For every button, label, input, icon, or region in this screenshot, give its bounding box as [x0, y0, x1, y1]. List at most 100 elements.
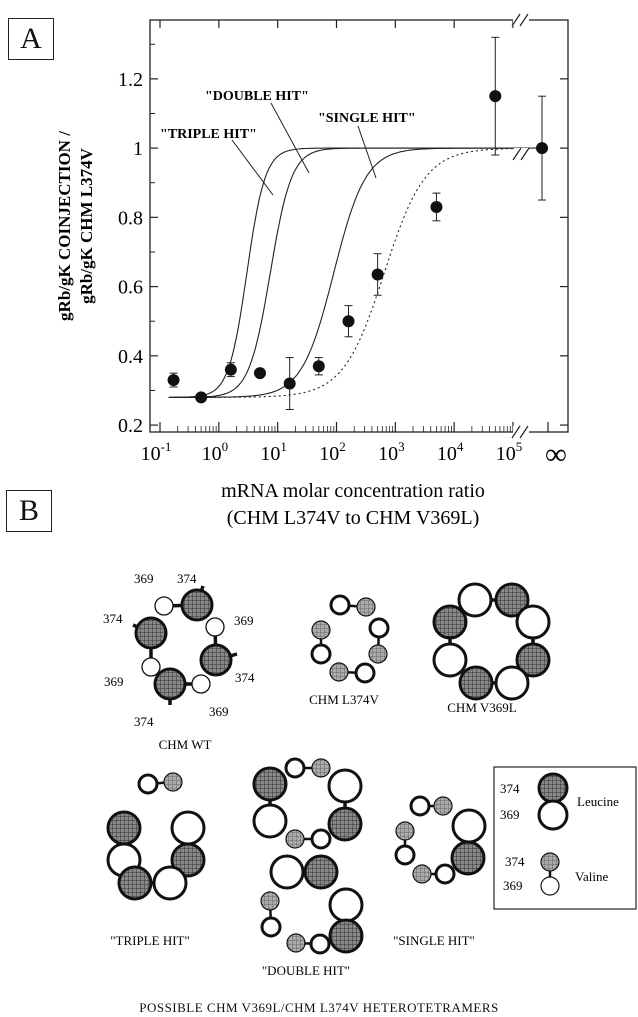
x-tick-label: 105	[496, 439, 523, 465]
open-subunit-icon	[451, 808, 487, 844]
x-axis-label-line2: (CHM L374V to CHM V369L)	[227, 507, 480, 529]
y-tick-label: 0.6	[118, 277, 143, 299]
open-subunit-icon	[432, 642, 468, 678]
hatched-subunit-icon	[106, 810, 142, 846]
open-subunit-icon	[327, 768, 363, 804]
plot-frame	[149, 19, 569, 433]
legend-leucine-label: Leucine	[577, 794, 619, 809]
open-subunit-icon	[434, 863, 456, 885]
wt-label-369-bottom: 369	[209, 704, 229, 719]
wt-title: CHM WT	[159, 737, 212, 752]
wt-label-369-top: 369	[134, 571, 154, 586]
legend-valine-label: Valine	[575, 869, 608, 884]
hatched-subunit-icon	[134, 616, 168, 650]
hatched-subunit-icon	[329, 662, 349, 682]
legend-374-valine: 374	[505, 854, 525, 869]
single-hit-title: "SINGLE HIT"	[393, 933, 475, 948]
open-subunit-icon	[284, 757, 306, 779]
x-tick-label: 10-1	[141, 439, 172, 465]
wt-label-369-left: 369	[104, 674, 124, 689]
open-subunit-icon	[409, 795, 431, 817]
axis-break-plateau	[512, 147, 530, 161]
hatched-subunit-icon	[117, 865, 153, 901]
hatched-subunit-icon	[163, 772, 183, 792]
open-subunit-icon	[329, 594, 351, 616]
wt-label-374-bottom: 374	[134, 714, 154, 729]
single-hit-label: "SINGLE HIT"	[318, 111, 416, 126]
open-subunit-icon	[269, 854, 305, 890]
data-point	[342, 315, 355, 328]
x-tick-label: 102	[319, 439, 346, 465]
wt-label-374-top: 374	[177, 571, 197, 586]
model-curve	[168, 147, 513, 398]
open-subunit-icon	[191, 674, 211, 694]
tetramer-schematics	[106, 582, 551, 955]
open-subunit-icon	[141, 657, 161, 677]
data-point	[253, 367, 266, 380]
open-subunit-icon	[368, 617, 390, 639]
open-subunit-icon	[260, 916, 282, 938]
open-subunit-icon	[170, 810, 206, 846]
wt-label-374-right: 374	[235, 670, 255, 685]
model-curve	[168, 147, 513, 398]
y-tick-label: 1	[133, 138, 143, 160]
data-point	[195, 391, 208, 404]
hatched-subunit-icon	[433, 796, 453, 816]
open-subunit-icon	[137, 773, 159, 795]
open-subunit-icon	[310, 828, 332, 850]
x-axis-label-line1: mRNA molar concentration ratio	[221, 480, 485, 502]
hatched-subunit-icon	[458, 665, 494, 701]
hatched-subunit-icon	[153, 667, 187, 701]
infinity-tick-label: ∞	[545, 438, 566, 471]
hatched-subunit-icon	[356, 597, 376, 617]
open-subunit-icon	[354, 662, 376, 684]
open-subunit-icon	[494, 665, 530, 701]
data-point	[536, 142, 548, 155]
open-subunit-icon	[205, 617, 225, 637]
y-axis-label-line2: gRb/gK CHM L374V	[77, 147, 96, 304]
open-subunit-icon	[310, 643, 332, 665]
hatched-subunit-icon	[515, 642, 551, 678]
legend-369-valine: 369	[503, 878, 523, 893]
hatched-subunit-icon	[450, 840, 486, 876]
legend: 374 369 Leucine 374 369 Valine	[493, 766, 637, 910]
data-point	[224, 363, 237, 376]
double-hit-title: "DOUBLE HIT"	[262, 963, 350, 978]
y-tick-label: 1.2	[118, 69, 143, 91]
triple-hit-title: "TRIPLE HIT"	[110, 933, 190, 948]
hatched-subunit-icon	[328, 918, 364, 954]
hatched-subunit-icon	[412, 864, 432, 884]
hatched-subunit-icon	[303, 854, 339, 890]
wt-label-374-left: 374	[103, 611, 123, 626]
hatched-subunit-icon	[311, 758, 331, 778]
hatched-subunit-icon	[395, 821, 415, 841]
hatched-subunit-icon	[180, 588, 214, 622]
wt-label-369-right: 369	[234, 613, 254, 628]
open-subunit-icon	[154, 596, 174, 616]
hatched-subunit-icon	[260, 891, 280, 911]
data-point	[283, 377, 296, 390]
model-curve	[168, 147, 513, 398]
hatched-subunit-icon	[327, 806, 363, 842]
v369l-title: CHM V369L	[447, 700, 517, 715]
legend-369-leucine: 369	[500, 807, 520, 822]
x-tick-label: 100	[202, 439, 229, 465]
open-subunit-icon	[328, 887, 364, 923]
x-tick-label: 104	[437, 439, 464, 465]
panel-b-label: B	[6, 490, 52, 532]
model-curve	[168, 148, 513, 398]
y-tick-label: 0.2	[118, 415, 143, 437]
dose-response-chart: 0.20.40.60.811.2 10-1 100 101 102 103 104 105 …	[55, 13, 569, 529]
hatched-subunit-icon	[170, 842, 206, 878]
data-point	[167, 374, 180, 387]
hatched-subunit-icon	[368, 644, 388, 664]
figure-footer: POSSIBLE CHM V369L/CHM L374V HETEROTETRA…	[139, 1000, 499, 1015]
legend-374-leucine: 374	[500, 781, 520, 796]
data-point	[489, 90, 502, 103]
legend-hatched-icon	[540, 852, 560, 872]
legend-hatched-icon	[537, 772, 569, 804]
hatched-subunit-icon	[494, 582, 530, 618]
y-tick-label: 0.8	[118, 207, 143, 229]
open-subunit-icon	[515, 604, 551, 640]
